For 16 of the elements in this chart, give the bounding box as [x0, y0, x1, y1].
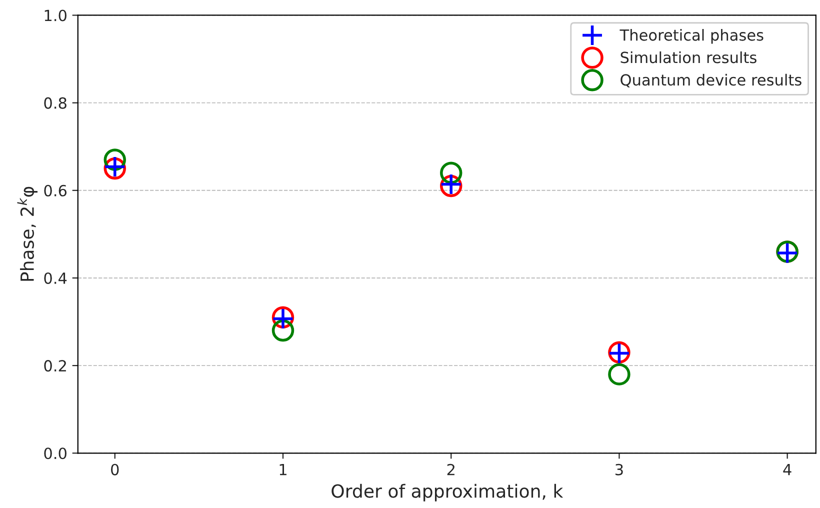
y-tick-label: 0.2 — [44, 360, 66, 372]
x-tick-label: 0 — [111, 464, 119, 476]
legend-label: Quantum device results — [620, 74, 802, 88]
x-tick-label: 2 — [447, 464, 454, 476]
y-tick-label: 0.0 — [44, 448, 66, 460]
x-tick-label: 3 — [616, 464, 623, 476]
y-tick-label: 1.0 — [44, 10, 66, 22]
legend-label: Theoretical phases — [620, 28, 764, 44]
x-axis-title: Order of approximation, k — [332, 484, 564, 502]
x-tick-label: 1 — [280, 464, 286, 476]
legend-label: Simulation results — [620, 51, 756, 64]
y-tick-label: 0.8 — [44, 97, 66, 109]
y-tick-label: 0.6 — [44, 184, 67, 196]
y-tick-label: 0.4 — [44, 272, 67, 284]
x-tick-label: 4 — [783, 464, 792, 476]
y-axis-title: Phase, 2$^{k}$φ — [17, 186, 38, 281]
